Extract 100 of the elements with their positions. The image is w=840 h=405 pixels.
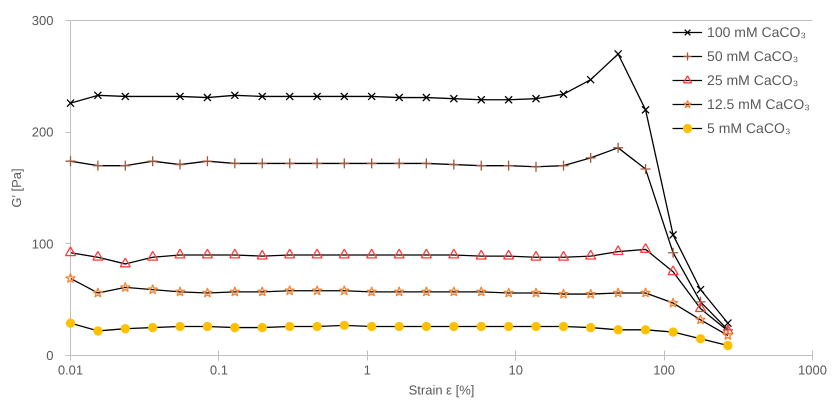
- point: [640, 325, 650, 334]
- point: [394, 322, 404, 332]
- point: [502, 250, 514, 260]
- point: [530, 287, 542, 298]
- point: [120, 282, 131, 292]
- point: [585, 152, 596, 164]
- point: [558, 160, 570, 172]
- point: [120, 160, 131, 172]
- y-tick-label: 300: [32, 13, 54, 28]
- point: [448, 286, 460, 297]
- x-tick-label: 0.1: [210, 362, 228, 378]
- point: [312, 285, 323, 296]
- point: [340, 320, 349, 330]
- point: [174, 286, 186, 297]
- point: [640, 163, 652, 175]
- point: [256, 158, 268, 170]
- point: [667, 265, 679, 276]
- point: [530, 161, 542, 172]
- point: [449, 322, 458, 332]
- point: [366, 248, 378, 259]
- point: [120, 258, 131, 268]
- y-tick-label: 0: [46, 348, 54, 363]
- x-tick-label: 100: [653, 362, 675, 378]
- point: [338, 285, 350, 296]
- legend-label: 12.5 mM CaCO₃: [707, 96, 810, 112]
- y-tick-label: 200: [32, 124, 54, 140]
- point: [92, 160, 104, 172]
- point: [394, 158, 405, 170]
- legend-label: 25 mM CaCO₃: [707, 72, 798, 88]
- point: [66, 98, 75, 108]
- point: [284, 285, 296, 296]
- point: [422, 322, 432, 332]
- point: [504, 322, 514, 332]
- point: [612, 142, 624, 154]
- point: [229, 248, 240, 259]
- point: [285, 322, 294, 332]
- point: [94, 91, 102, 100]
- point: [502, 160, 514, 172]
- point: [476, 250, 487, 260]
- point: [448, 248, 460, 259]
- point: [64, 156, 76, 167]
- point: [476, 160, 487, 172]
- point: [229, 286, 240, 297]
- x-axis-title: Strain ε [%]: [408, 382, 474, 398]
- point: [174, 158, 186, 170]
- point: [202, 287, 213, 298]
- point: [694, 296, 706, 308]
- point: [420, 158, 432, 170]
- point: [66, 318, 76, 328]
- point: [202, 248, 214, 259]
- point: [121, 92, 130, 101]
- point: [202, 322, 212, 332]
- point: [64, 246, 76, 256]
- point: [175, 322, 185, 332]
- point: [338, 248, 350, 259]
- point: [586, 322, 596, 332]
- point: [696, 334, 706, 344]
- point: [476, 286, 487, 297]
- point: [284, 248, 296, 259]
- point: [258, 322, 267, 332]
- point: [531, 322, 541, 332]
- point: [585, 250, 596, 260]
- point: [256, 250, 268, 260]
- legend-label: 50 mM CaCO₃: [707, 48, 798, 64]
- point: [420, 248, 432, 259]
- point: [476, 322, 486, 332]
- point: [420, 286, 432, 297]
- point: [174, 248, 186, 259]
- x-tick-label: 1: [364, 362, 371, 378]
- point: [229, 158, 240, 170]
- y-axis-title: G′ [Pa]: [8, 168, 24, 208]
- point: [256, 286, 268, 297]
- y-tick-label: 100: [32, 236, 54, 252]
- point: [147, 284, 158, 294]
- point: [723, 340, 733, 350]
- point: [65, 272, 76, 284]
- x-tick-label: 10: [508, 362, 523, 378]
- point: [667, 247, 679, 258]
- legend-label: 5 mM CaCO₃: [707, 120, 791, 136]
- point: [530, 250, 542, 261]
- point: [613, 325, 623, 334]
- point: [503, 287, 514, 298]
- legend-label: 100 mM CaCO₃: [707, 24, 806, 40]
- point: [695, 314, 706, 324]
- x-tick-label: 1000: [798, 362, 827, 378]
- point: [612, 287, 624, 298]
- point: [338, 158, 350, 170]
- point: [694, 302, 706, 312]
- point: [311, 158, 323, 170]
- point: [640, 287, 651, 298]
- point: [284, 158, 296, 170]
- point: [367, 322, 376, 332]
- x-tick-label: 0.01: [58, 362, 84, 378]
- point: [448, 158, 460, 170]
- point: [366, 286, 378, 297]
- point: [92, 250, 104, 261]
- point: [722, 330, 734, 340]
- point: [230, 322, 240, 332]
- point: [558, 322, 568, 332]
- point: [668, 327, 678, 337]
